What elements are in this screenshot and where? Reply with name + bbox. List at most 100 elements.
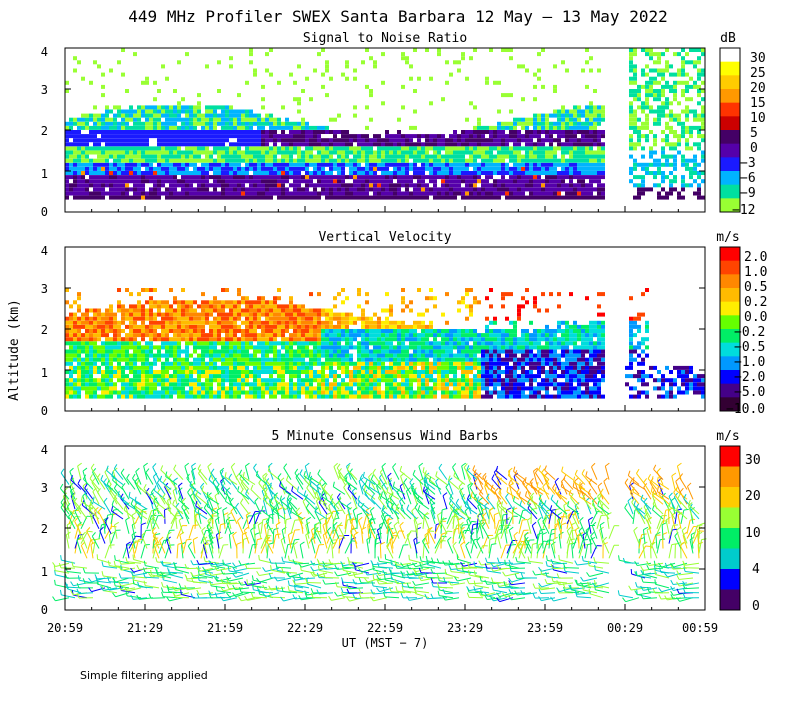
velocity-cell <box>241 329 245 333</box>
velocity-cell <box>101 362 105 366</box>
snr-cell <box>281 134 285 138</box>
snr-cell <box>533 122 537 126</box>
velocity-cell <box>89 386 93 390</box>
velocity-cell <box>345 341 349 345</box>
snr-cell <box>701 48 705 52</box>
velocity-cell <box>373 382 377 386</box>
velocity-cell <box>73 345 77 349</box>
snr-cell <box>661 146 665 150</box>
velocity-cell <box>229 313 233 317</box>
velocity-cell <box>373 366 377 370</box>
snr-cell <box>281 179 285 183</box>
snr-cell <box>433 134 437 138</box>
velocity-cell <box>413 350 417 354</box>
snr-cell <box>569 183 573 187</box>
snr-cell <box>685 126 689 130</box>
velocity-cell <box>261 362 265 366</box>
snr-cell <box>297 101 301 105</box>
snr-cell <box>245 155 249 159</box>
snr-cell <box>601 146 605 150</box>
snr-cell <box>65 167 69 171</box>
velocity-cell <box>321 345 325 349</box>
snr-cell <box>357 142 361 146</box>
snr-cell <box>393 187 397 191</box>
velocity-cell <box>121 341 125 345</box>
velocity-cell <box>309 321 313 325</box>
snr-cell <box>257 159 261 163</box>
velocity-cell <box>285 329 289 333</box>
snr-cell <box>681 183 685 187</box>
snr-cell <box>305 159 309 163</box>
snr-cell <box>637 126 641 130</box>
snr-cell <box>541 122 545 126</box>
snr-cell <box>81 122 85 126</box>
velocity-cell <box>357 292 361 296</box>
snr-cell <box>645 93 649 97</box>
velocity-cell <box>89 395 93 399</box>
velocity-cell <box>165 304 169 308</box>
velocity-cell <box>257 321 261 325</box>
snr-cell <box>557 114 561 118</box>
snr-cell <box>573 167 577 171</box>
snr-cell <box>393 163 397 167</box>
snr-cell <box>465 138 469 142</box>
snr-cell <box>257 134 261 138</box>
snr-cell <box>177 151 181 155</box>
velocity-cell <box>329 313 333 317</box>
velocity-cell <box>205 321 209 325</box>
velocity-cell <box>373 386 377 390</box>
snr-cell <box>577 122 581 126</box>
velocity-cell <box>273 354 277 358</box>
snr-cell <box>89 134 93 138</box>
velocity-cell <box>385 333 389 337</box>
snr-cell <box>309 97 313 101</box>
snr-cell <box>337 142 341 146</box>
velocity-cell <box>333 362 337 366</box>
snr-cell <box>137 167 141 171</box>
velocity-cell <box>265 358 269 362</box>
snr-cell <box>273 155 277 159</box>
velocity-cell <box>185 370 189 374</box>
snr-cell <box>665 159 669 163</box>
snr-cell <box>161 142 165 146</box>
snr-cell <box>581 69 585 73</box>
velocity-cell <box>245 317 249 321</box>
velocity-cell <box>325 325 329 329</box>
snr-cell <box>461 171 465 175</box>
velocity-cell <box>301 321 305 325</box>
snr-cell <box>397 187 401 191</box>
snr-cell <box>505 122 509 126</box>
snr-cell <box>541 196 545 200</box>
snr-cell <box>565 69 569 73</box>
snr-cell <box>69 126 73 130</box>
snr-cell <box>157 171 161 175</box>
velocity-cell <box>301 337 305 341</box>
snr-cell <box>589 159 593 163</box>
snr-cell <box>473 175 477 179</box>
velocity-cell <box>365 354 369 358</box>
snr-cell <box>389 175 393 179</box>
snr-cell <box>421 159 425 163</box>
snr-cell <box>297 138 301 142</box>
snr-cell <box>513 179 517 183</box>
velocity-cell <box>409 300 413 304</box>
snr-cell <box>173 175 177 179</box>
velocity-cell <box>181 317 185 321</box>
snr-cell <box>169 183 173 187</box>
snr-cell <box>121 175 125 179</box>
snr-cell <box>445 179 449 183</box>
snr-cell <box>473 171 477 175</box>
velocity-cell <box>85 366 89 370</box>
snr-cell <box>117 134 121 138</box>
snr-cell <box>661 155 665 159</box>
snr-cell <box>117 138 121 142</box>
snr-cell <box>253 167 257 171</box>
velocity-cell <box>273 317 277 321</box>
snr-cell <box>129 114 133 118</box>
snr-cell <box>701 89 705 93</box>
velocity-cell <box>393 337 397 341</box>
velocity-cell <box>221 317 225 321</box>
snr-cell <box>597 118 601 122</box>
snr-cell <box>345 146 349 150</box>
snr-cell <box>633 52 637 56</box>
